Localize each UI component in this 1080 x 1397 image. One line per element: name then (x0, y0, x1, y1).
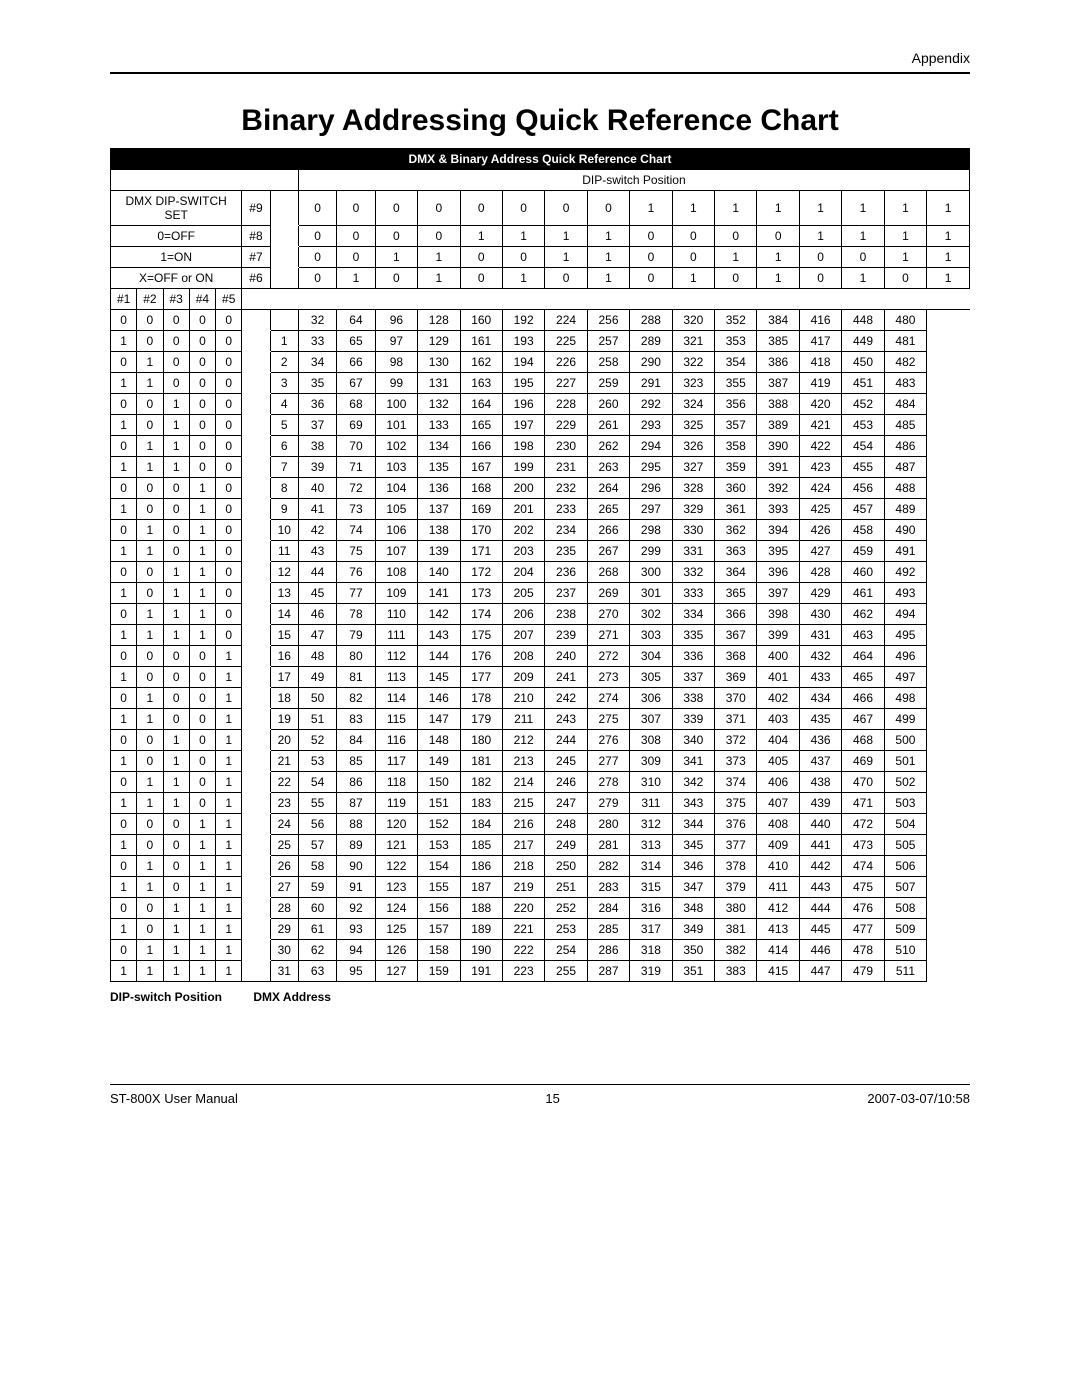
bottom-labels: DIP-switch Position DMX Address (110, 990, 970, 1004)
footer-left: ST-800X User Manual (110, 1091, 238, 1106)
footer-center: 15 (545, 1091, 559, 1106)
label-dmx: DMX Address (253, 990, 331, 1004)
header-section: Appendix (110, 50, 970, 66)
footer: ST-800X User Manual 15 2007-03-07/10:58 (110, 1084, 970, 1106)
footer-right: 2007-03-07/10:58 (867, 1091, 970, 1106)
reference-chart: DMX & Binary Address Quick Reference Cha… (110, 148, 970, 982)
header-rule (110, 72, 970, 74)
label-dip: DIP-switch Position (110, 990, 250, 1004)
page-title: Binary Addressing Quick Reference Chart (110, 104, 970, 138)
